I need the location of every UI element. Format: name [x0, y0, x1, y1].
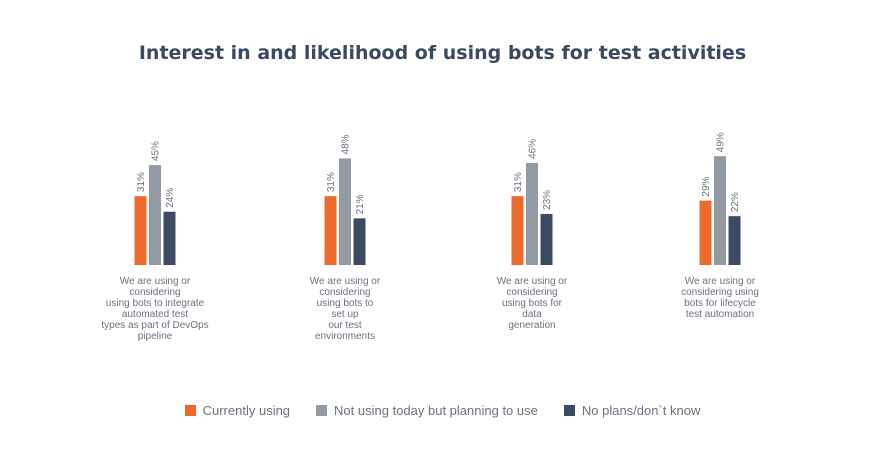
bar — [526, 162, 538, 265]
category-label: We are using or considering using bots f… — [496, 276, 568, 331]
data-label: 48% — [341, 134, 352, 154]
data-label: 31% — [326, 172, 337, 192]
bar — [728, 216, 741, 265]
bar — [511, 196, 524, 265]
data-label: 23% — [542, 190, 553, 210]
category-label: We are using or considering using bots t… — [309, 276, 381, 342]
data-label: 29% — [701, 176, 712, 196]
data-label: 49% — [716, 132, 727, 152]
legend: Currently using Not using today but plann… — [0, 403, 885, 418]
data-label: 24% — [165, 188, 176, 208]
bar — [353, 218, 366, 265]
category-label: We are using or considering using bots t… — [101, 276, 209, 342]
legend-swatch — [563, 405, 575, 416]
chart-title: Interest in and likelihood of using bots… — [138, 42, 747, 64]
category-label: We are using or considering using bots f… — [681, 276, 759, 320]
data-label: 45% — [151, 141, 162, 161]
bar — [699, 200, 712, 265]
data-label: 46% — [528, 139, 539, 159]
legend-swatch — [316, 405, 328, 416]
data-label: 22% — [730, 192, 741, 212]
bar — [163, 211, 176, 265]
legend-label: Not using today but planning to use — [334, 403, 538, 418]
legend-label: Currently using — [202, 403, 291, 418]
legend-item: Currently using — [184, 403, 291, 418]
bar — [134, 196, 147, 265]
bar — [339, 158, 351, 265]
legend-item: Not using today but planning to use — [316, 403, 538, 418]
data-label: 31% — [513, 172, 524, 192]
legend-item: No plans/don`t know — [563, 403, 701, 418]
data-label: 31% — [136, 172, 147, 192]
legend-swatch — [184, 405, 196, 416]
legend-label: No plans/don`t know — [581, 403, 701, 418]
data-label: 21% — [355, 194, 366, 214]
bar — [324, 196, 337, 265]
bar-chart: 31% 45% 24% 31% 48% 21% 31% 46% 23% 29% 49% 22% — [134, 132, 741, 265]
bar — [540, 213, 553, 265]
bar — [149, 165, 161, 265]
bar — [714, 156, 726, 265]
